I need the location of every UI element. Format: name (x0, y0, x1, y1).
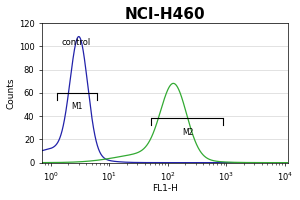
Text: M1: M1 (71, 102, 82, 111)
Title: NCI-H460: NCI-H460 (124, 7, 205, 22)
Text: M2: M2 (182, 128, 193, 137)
Y-axis label: Counts: Counts (7, 77, 16, 109)
X-axis label: FL1-H: FL1-H (152, 184, 178, 193)
Text: control: control (61, 38, 91, 47)
